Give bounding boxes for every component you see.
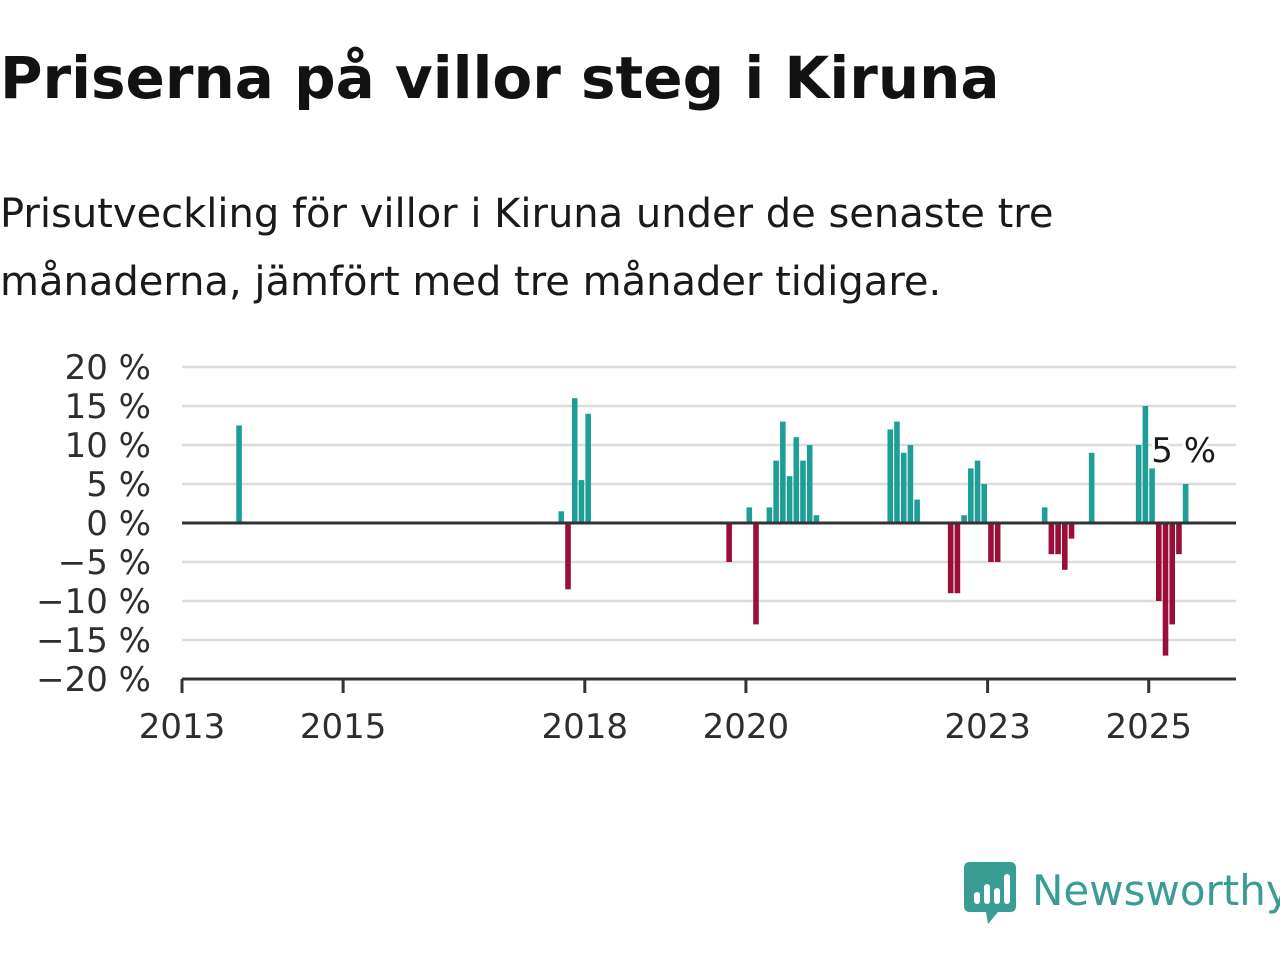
bar-positive bbox=[1088, 452, 1095, 523]
bar-negative bbox=[1176, 523, 1182, 555]
bar-positive bbox=[780, 421, 786, 523]
bar-negative bbox=[1068, 523, 1075, 539]
x-tick-label: 2015 bbox=[300, 707, 387, 747]
newsworthy-logo: Newsworthy bbox=[964, 862, 1280, 928]
y-tick-label: −20 % bbox=[36, 660, 151, 700]
bar-negative bbox=[947, 523, 954, 594]
y-tick-label: −10 % bbox=[36, 582, 151, 622]
bar-negative bbox=[954, 523, 961, 594]
y-tick-label: 5 % bbox=[86, 465, 151, 505]
bar-positive bbox=[578, 480, 585, 523]
bar-positive bbox=[981, 484, 988, 523]
bar-negative bbox=[1055, 523, 1061, 555]
y-tick-label: 15 % bbox=[65, 387, 151, 427]
bar-positive bbox=[793, 437, 800, 523]
bar-negative bbox=[1162, 523, 1169, 656]
bar-positive bbox=[968, 468, 974, 523]
annotations: 5 % bbox=[1148, 428, 1219, 474]
bar-negative bbox=[994, 523, 1001, 562]
bar-positive bbox=[558, 511, 565, 523]
bar-positive bbox=[1182, 484, 1189, 523]
y-tick-label: −5 % bbox=[58, 543, 151, 583]
bar-positive bbox=[746, 507, 753, 523]
x-tick-label: 2025 bbox=[1105, 707, 1192, 747]
bar-positive bbox=[907, 445, 914, 523]
bar-positive bbox=[571, 398, 578, 523]
newsworthy-logo-icon bbox=[964, 862, 1016, 924]
y-tick-label: −15 % bbox=[36, 621, 151, 661]
bar-positive bbox=[900, 452, 907, 523]
bar-positive bbox=[806, 445, 813, 523]
bar-negative bbox=[726, 523, 732, 562]
y-axis-tick-labels: 20 %15 %10 %5 %0 %−5 %−10 %−15 %−20 % bbox=[36, 348, 151, 700]
bar-negative bbox=[1169, 523, 1176, 625]
bar-positive bbox=[766, 507, 773, 523]
axes bbox=[180, 521, 1236, 693]
chart-title: Priserna på villor steg i Kiruna bbox=[0, 44, 1000, 112]
y-tick-label: 20 % bbox=[65, 348, 151, 388]
bar-positive bbox=[961, 515, 967, 523]
bar-positive bbox=[585, 413, 591, 523]
x-tick-label: 2018 bbox=[542, 707, 629, 747]
bar-positive bbox=[914, 499, 920, 523]
bar-negative bbox=[1062, 523, 1068, 570]
bar-positive bbox=[786, 476, 793, 523]
bar-positive bbox=[887, 429, 894, 523]
bar-positive bbox=[1149, 468, 1155, 523]
y-tick-label: 10 % bbox=[65, 426, 151, 466]
bars bbox=[236, 398, 1189, 656]
x-tick-label: 2020 bbox=[703, 707, 790, 747]
x-tick-label: 2023 bbox=[944, 707, 1031, 747]
bar-positive bbox=[1041, 507, 1048, 523]
bar-negative bbox=[753, 523, 759, 625]
chart-subtitle: Prisutveckling för villor i Kiruna under… bbox=[0, 191, 1054, 305]
bar-negative bbox=[988, 523, 994, 562]
bar-positive bbox=[813, 515, 820, 523]
bar-positive bbox=[800, 460, 806, 523]
newsworthy-logo-text: Newsworthy bbox=[1032, 866, 1280, 915]
bar-positive bbox=[1142, 406, 1149, 523]
bar-positive bbox=[974, 460, 981, 523]
y-tick-label: 0 % bbox=[86, 504, 151, 544]
x-axis-tick-labels: 2013 2015 2018 2020 2023 2025 bbox=[139, 707, 1192, 747]
bar-positive bbox=[894, 421, 900, 523]
x-tick-label: 2013 bbox=[139, 707, 226, 747]
bar-negative bbox=[565, 523, 571, 590]
bar-negative bbox=[1048, 523, 1055, 555]
bar-positive bbox=[236, 425, 242, 523]
bar-negative bbox=[1155, 523, 1162, 601]
latest-value-label: 5 % bbox=[1151, 431, 1216, 471]
bar-positive bbox=[773, 460, 779, 523]
bar-positive bbox=[1135, 445, 1142, 523]
